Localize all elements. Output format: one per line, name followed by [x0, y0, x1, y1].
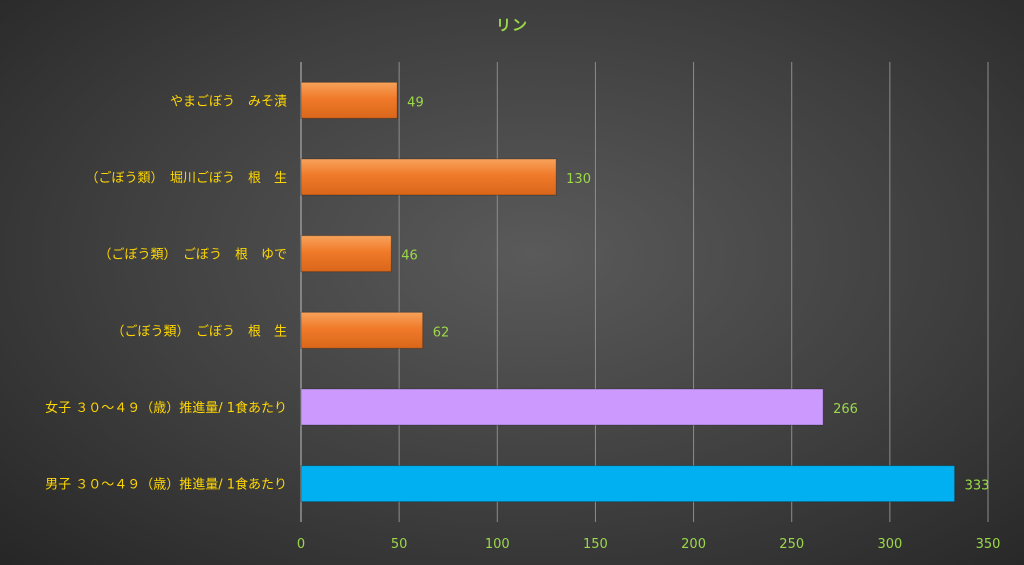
bar [300, 388, 824, 426]
x-tick-label: 300 [877, 537, 902, 552]
category-label: やまごぼう みそ漬 [170, 93, 287, 109]
bar [300, 81, 398, 119]
x-tick-label: 250 [779, 537, 804, 552]
data-label: 46 [401, 249, 418, 264]
category-label: 男子 ３０～４９（歳）推進量/ 1食あたり [45, 477, 287, 493]
data-label: 49 [407, 95, 424, 110]
bar [300, 235, 392, 273]
data-label: 333 [965, 479, 990, 494]
x-tick-label: 100 [485, 537, 510, 552]
bars [300, 81, 956, 503]
data-label: 62 [433, 325, 450, 340]
category-label: （ごぼう類） ごぼう 根 ゆで [98, 247, 287, 263]
x-tick-label: 350 [976, 537, 1001, 552]
labels: 0 50 100 150 200 250 300 350 やまごぼう みそ漬 49 （ごぼう類） 堀… [45, 93, 1000, 552]
data-label: 130 [566, 172, 591, 187]
category-label: 女子 ３０～４９（歳）推進量/ 1食あたり [45, 400, 287, 416]
chart-title: リン [495, 16, 528, 34]
bar [300, 465, 956, 503]
x-tick-label: 50 [391, 537, 408, 552]
bar [300, 158, 557, 196]
category-label: （ごぼう類） 堀川ごぼう 根 生 [85, 170, 287, 186]
gridlines [300, 62, 989, 522]
x-tick-label: 0 [297, 537, 305, 552]
data-label: 266 [833, 402, 858, 417]
x-tick-label: 150 [583, 537, 608, 552]
x-tick-label: 200 [681, 537, 706, 552]
bar [300, 311, 424, 349]
category-label: （ごぼう類） ごぼう 根 生 [111, 323, 287, 339]
